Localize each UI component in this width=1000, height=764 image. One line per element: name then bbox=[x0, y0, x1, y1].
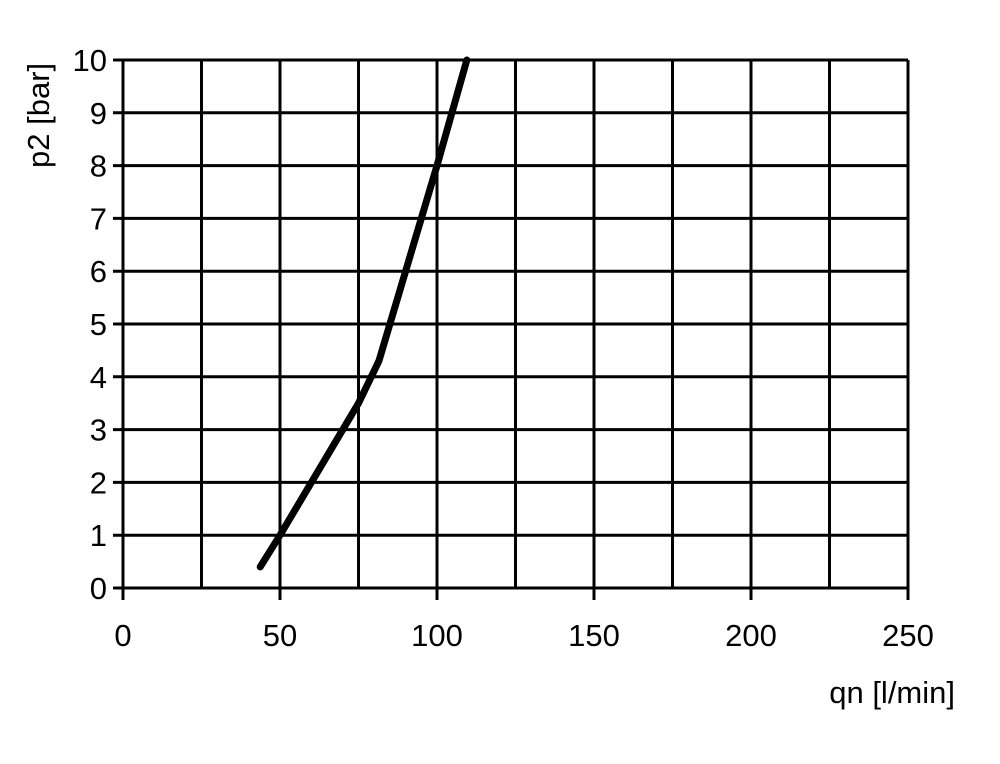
x-tick-label: 250 bbox=[882, 618, 934, 653]
y-tick-label: 9 bbox=[90, 96, 107, 131]
y-tick-label: 2 bbox=[90, 465, 107, 500]
x-tick-label: 100 bbox=[411, 618, 463, 653]
y-axis-label: p2 [bar] bbox=[21, 63, 56, 168]
series-line bbox=[256, 56, 471, 571]
x-tick-label: 200 bbox=[725, 618, 777, 653]
y-tick-label: 3 bbox=[90, 413, 107, 448]
x-tick-label: 0 bbox=[114, 618, 131, 653]
x-tick-labels: 0 50 100 150 200 250 bbox=[114, 618, 933, 653]
y-tick-labels: 0 1 2 3 4 5 6 7 8 9 10 bbox=[73, 43, 107, 606]
y-tick-label: 4 bbox=[90, 360, 107, 395]
x-tick-label: 150 bbox=[568, 618, 620, 653]
series bbox=[256, 56, 471, 571]
y-tick-label: 7 bbox=[90, 201, 107, 236]
y-tick-label: 6 bbox=[90, 254, 107, 289]
y-tick-label: 0 bbox=[90, 571, 107, 606]
y-tick-label: 8 bbox=[90, 149, 107, 184]
y-tick-label: 5 bbox=[90, 307, 107, 342]
grid bbox=[113, 58, 910, 600]
y-tick-label: 1 bbox=[90, 518, 107, 553]
x-tick-label: 50 bbox=[263, 618, 297, 653]
x-axis-label: qn [l/min] bbox=[829, 675, 955, 710]
y-tick-label: 10 bbox=[73, 43, 107, 78]
